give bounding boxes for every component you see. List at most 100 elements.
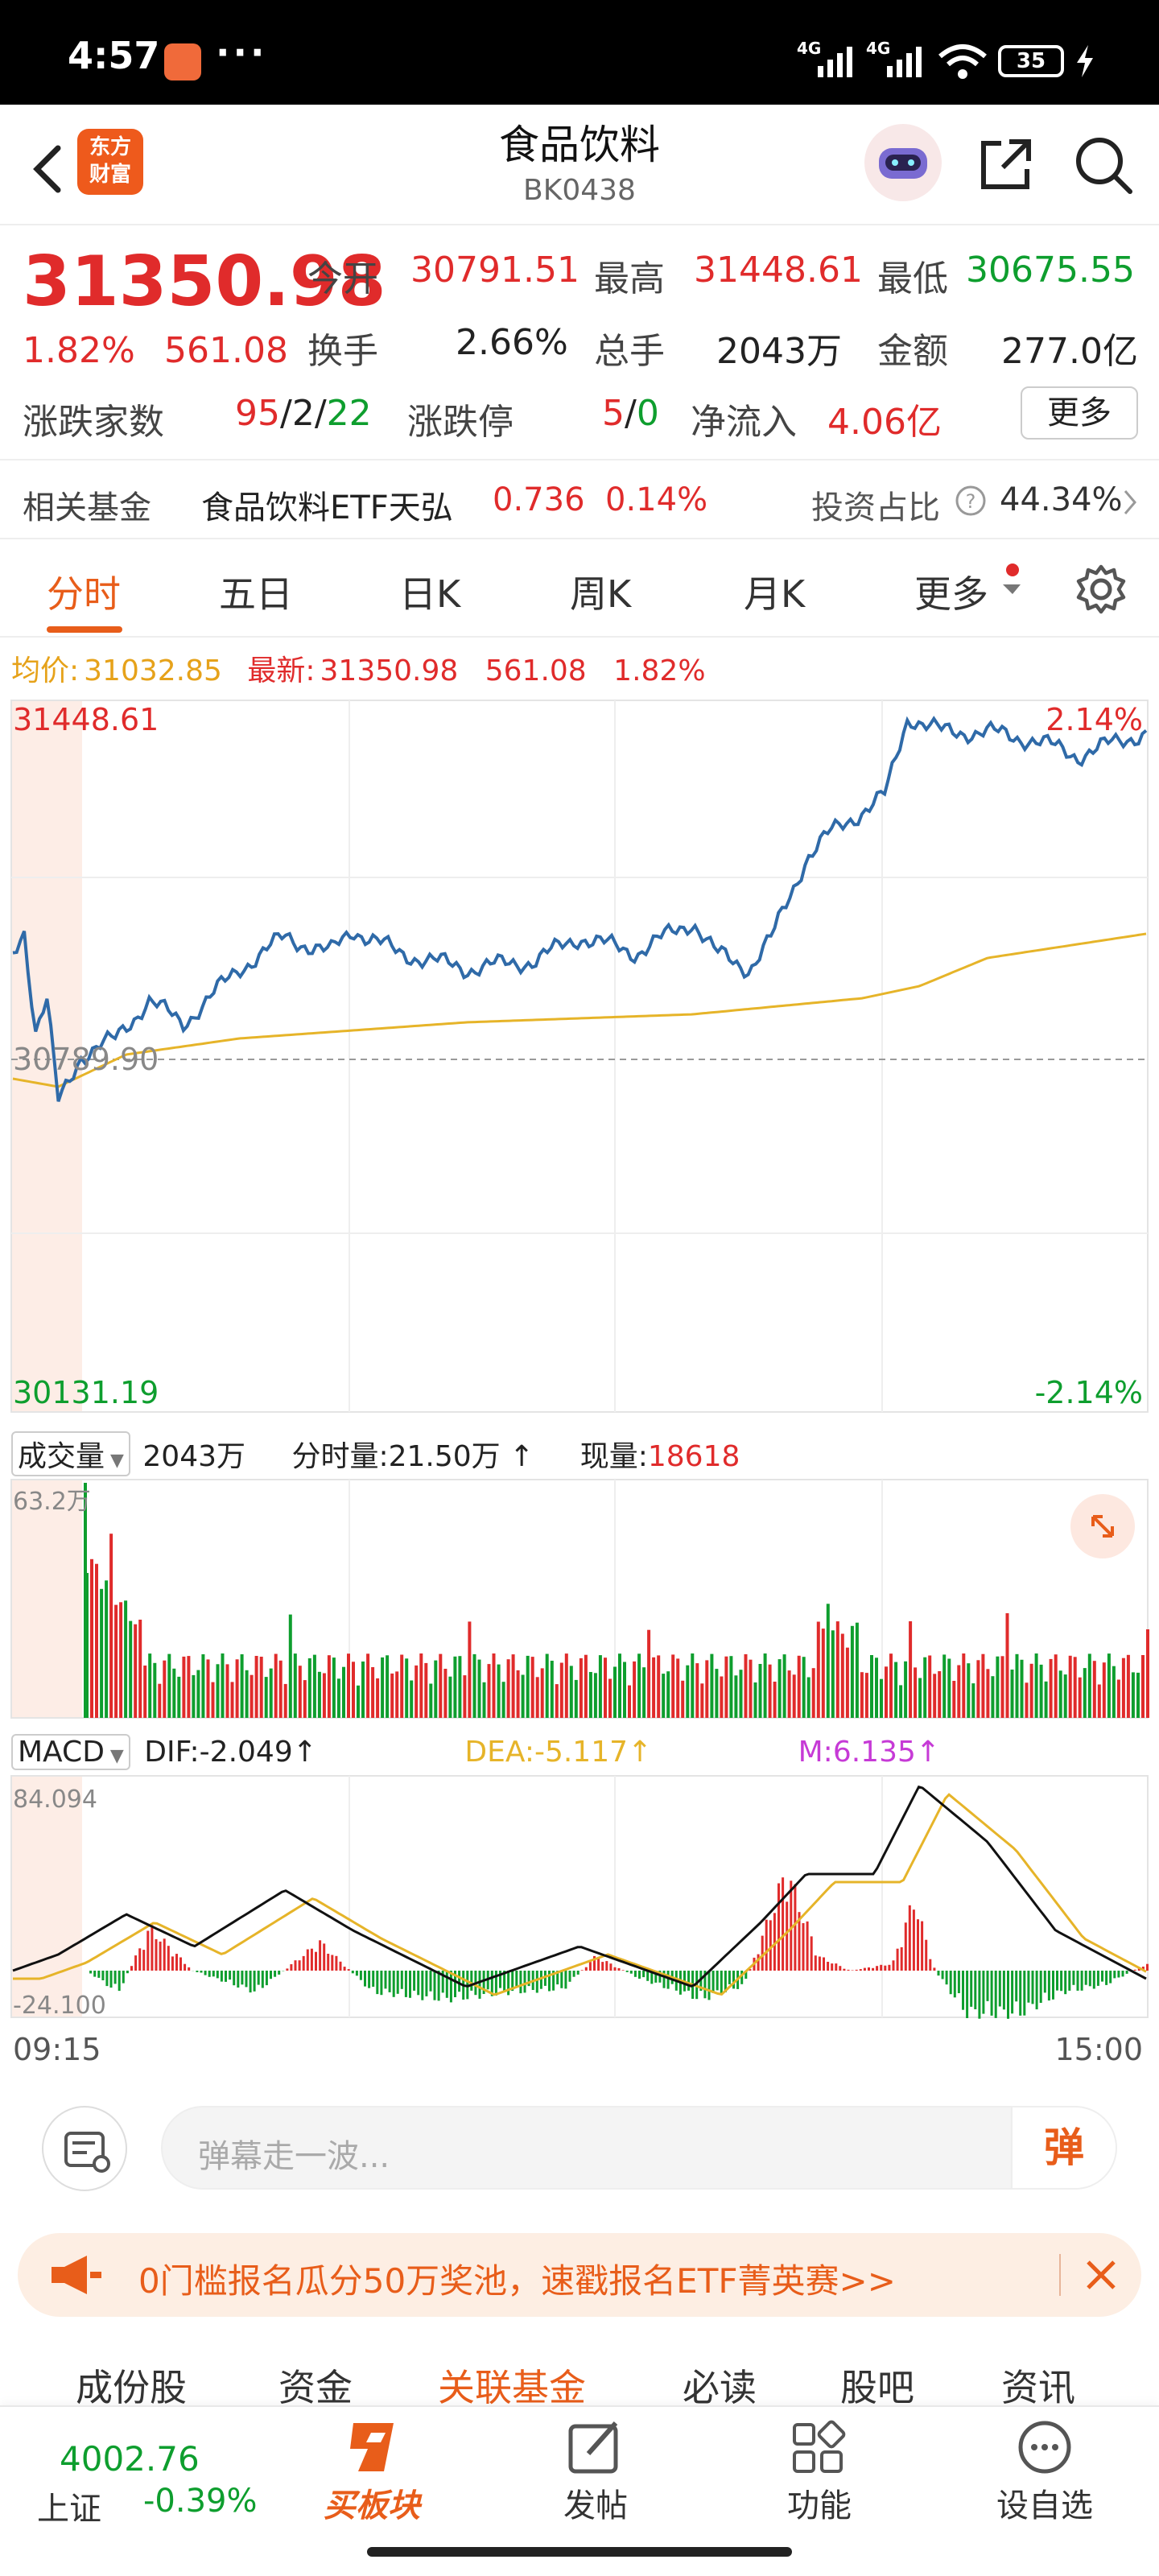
index-pct[interactable]: -0.39% [143,2483,258,2520]
volume-bar [84,1483,87,1718]
macd-bar [1019,1971,1022,2016]
tab-month-k[interactable]: 月K [744,572,806,616]
intraday-chart[interactable] [0,691,1159,2059]
macd-bar [1101,1971,1103,1982]
amount-label: 金额 [877,331,948,372]
promo-banner[interactable]: 0门槛报名瓜分50万奖池，速戳报名ETF菁英赛>> [18,2233,1141,2317]
macd-bar [638,1971,641,1979]
macd-bar [703,1971,707,1999]
macd-bar [597,1959,600,1971]
sep: / [314,393,327,434]
volume-bar [1015,1653,1019,1718]
related-fund-row[interactable]: 相关基金 食品饮料ETF天弘 0.736 0.14% 投资占比 ? 44.34% [0,459,1159,539]
signal-2-icon [887,45,922,77]
updown-counts: 95/2/22 [235,393,372,434]
volume-bar [1112,1666,1116,1718]
macd-histogram [89,1877,1149,2019]
tab-five-day[interactable]: 五日 [219,572,293,616]
volume-bar [1102,1662,1106,1718]
volume-bar [1116,1679,1120,1718]
danmu-send-button[interactable]: 弹 [1011,2107,1116,2188]
macd-bar [138,1948,142,1971]
volume-bar [782,1654,786,1718]
vol-label: 成交量 [18,1440,105,1473]
macd-bar [888,1964,891,1971]
nav-add-watchlist[interactable]: 设自选 [964,2415,1125,2526]
macd-bar [257,1971,260,1985]
volume-bar [511,1654,515,1718]
volume-bar [647,1629,651,1718]
macd-bar [494,1971,497,1996]
help-icon[interactable]: ? [955,485,987,517]
volume-bar [307,1658,311,1718]
volume-bar [633,1661,637,1718]
volume-label: 总手 [594,331,665,372]
subtab-constituents[interactable]: 成份股 [76,2366,187,2409]
macd-bar [564,1971,567,1989]
volume-bar [410,1680,414,1718]
macd-bar [1125,1971,1128,1974]
subtab-forum[interactable]: 股吧 [840,2366,914,2409]
volume-bar [593,1673,597,1718]
volume-bar [95,1563,98,1718]
macd-bar [315,1951,317,1971]
gear-icon[interactable] [1074,562,1128,617]
macd-bar [130,1966,133,1971]
macd-bar [519,1971,522,1994]
high-label: 最高 [594,258,665,299]
macd-bar [306,1949,309,1971]
subtab-related-funds[interactable]: 关联基金 [438,2366,586,2409]
macd-bar [286,1968,289,1971]
macd-bar [1080,1971,1083,1991]
macd-bar [122,1971,125,1984]
tab-day-k[interactable]: 日K [399,572,461,616]
macd-bar [1105,1971,1108,1985]
volume-bar [569,1666,573,1718]
macd-selector[interactable]: MACD ▼ [11,1734,130,1770]
nav-buy-sector[interactable]: 买板块 [291,2415,452,2526]
sep: / [280,393,292,434]
index-name[interactable]: 上证 [37,2491,101,2528]
volume-bar [816,1621,820,1718]
volume-bar [1107,1653,1111,1718]
more-quote-button[interactable]: 更多 [1021,386,1138,440]
promo-text: 0门槛报名瓜分50万奖池，速戳报名ETF菁英赛>> [138,2261,896,2301]
volume-bar [720,1676,724,1718]
nav-post[interactable]: 发帖 [515,2415,676,2526]
macd-bar [212,1971,215,1977]
volume-bar [705,1660,709,1718]
volume-bar [278,1660,283,1718]
macd-bar [1023,1971,1026,2016]
subtab-news[interactable]: 资讯 [1001,2366,1075,2409]
danmu-input[interactable]: 弹幕走一波... 弹 [161,2106,1117,2190]
danmu-settings-button[interactable] [42,2106,127,2191]
tab-week-k[interactable]: 周K [570,572,632,616]
tab-more[interactable]: 更多 [914,572,988,616]
limit-label: 涨跌停 [407,402,514,443]
share-icon[interactable] [974,132,1038,196]
tab-intraday[interactable]: 分时 [47,572,121,616]
volume-bar [342,1666,345,1718]
volume-bar [1126,1654,1130,1718]
subtab-must-read[interactable]: 必读 [683,2366,757,2409]
macd-bar [921,1921,924,1971]
volume-bar [914,1667,918,1718]
close-icon[interactable] [1082,2256,1120,2294]
back-icon[interactable] [24,137,72,201]
index-value[interactable]: 4002.76 [60,2439,200,2479]
search-icon[interactable] [1070,132,1135,196]
assistant-avatar[interactable] [864,124,942,201]
price-legend: 均价: 31032.85 最新: 31350.98 561.08 1.82% [11,647,706,689]
macd-bar [200,1971,203,1973]
macd-bar [925,1939,928,1971]
nav-functions[interactable]: 功能 [739,2415,900,2526]
macd-bar [171,1956,174,1971]
volume-bar [623,1662,626,1718]
macd-bar [384,1971,387,1989]
expand-button[interactable] [1070,1494,1135,1558]
volume-selector[interactable]: 成交量 ▼ [11,1431,130,1476]
macd-bar [650,1971,654,1984]
macd-bar [400,1971,403,1989]
subtab-funds[interactable]: 资金 [278,2366,353,2409]
macd-bar [543,1971,547,1986]
